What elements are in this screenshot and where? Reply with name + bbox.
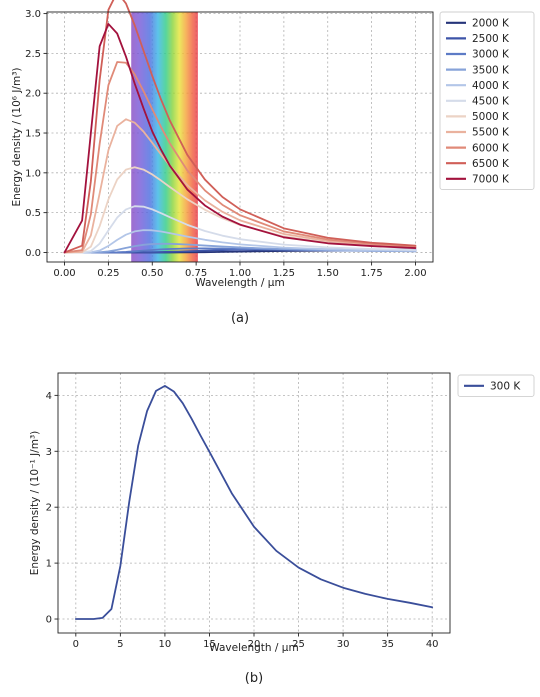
chart-a-series-line-3500k — [63, 242, 417, 254]
chart-b-ytick-label-2: 2 — [46, 503, 52, 514]
chart-a-ytick-label-1: 0.5 — [25, 208, 41, 219]
chart-a-xtick-label-4: 1.00 — [229, 268, 251, 279]
chart-b-xtick-label-8: 40 — [426, 639, 439, 650]
chart-a-ytick-label-6: 3.0 — [25, 9, 41, 20]
chart-a-caption: (a) — [231, 311, 249, 326]
chart-a-xtick-label-8: 2.00 — [404, 268, 426, 279]
chart-b-ytick-label-3: 3 — [46, 447, 52, 458]
chart-b-series-line-300k — [74, 384, 434, 620]
chart-a-legend-frame — [439, 11, 535, 191]
chart-b-y-axis-label: Energy density / (10⁻¹ J/m³) — [29, 431, 41, 576]
chart-b-x-axis-label: Wavelength / μm — [209, 642, 298, 654]
chart-a-legend-label-6: 5000 K — [472, 111, 510, 123]
chart-a-legend-label-3: 3500 K — [472, 64, 510, 76]
chart-a-ytick-label-2: 1.0 — [25, 168, 41, 179]
chart-a-legend-label-7: 5500 K — [472, 127, 510, 139]
chart-a-xtick-label-2: 0.50 — [141, 268, 163, 279]
chart-a-series-line-4500k — [63, 205, 417, 254]
chart-a-y-axis-label: Energy density / (10⁶ J/m³) — [11, 68, 23, 207]
chart-a-xtick-label-5: 1.25 — [273, 268, 295, 279]
chart-a-x-axis-label: Wavelength / μm — [195, 277, 284, 289]
chart-b-legend-label-0: 300 K — [490, 381, 521, 393]
chart-a-ytick-label-3: 1.5 — [25, 129, 41, 140]
chart-a-series-line-4000k — [63, 229, 417, 254]
chart-a-xtick-label-3: 0.75 — [185, 268, 207, 279]
chart-a-legend-label-0: 2000 K — [472, 18, 510, 30]
chart-a-series-line-7000k — [63, 23, 417, 254]
chart-a-ytick-label-0: 0.0 — [25, 248, 41, 259]
chart-b-ticks: 0 5 10 15 20 25 30 35 40 0 1 2 3 4 — [46, 391, 439, 650]
chart-b-xtick-label-0: 0 — [73, 639, 79, 650]
chart-b-series-layer — [74, 384, 434, 620]
chart-a-xtick-label-7: 1.75 — [360, 268, 382, 279]
chart-b-ytick-label-1: 1 — [46, 559, 52, 570]
chart-b-xtick-label-4: 20 — [248, 639, 261, 650]
chart-b-xtick-label-3: 15 — [203, 639, 216, 650]
chart-b-ytick-label-0: 0 — [46, 615, 52, 626]
chart-a-legend: 2000 K 2500 K 3000 K 3500 K 4000 K 4500 K 5000… — [439, 11, 535, 191]
chart-a-series-line-5500k — [63, 118, 417, 254]
chart-a-legend-label-5: 4500 K — [472, 96, 510, 108]
chart-a-xtick-label-6: 1.50 — [317, 268, 339, 279]
chart-a-ytick-label-5: 2.5 — [25, 49, 41, 60]
chart-a: 0.00 0.25 0.50 0.75 1.00 1.25 1.50 1.75 2.00 0.0 0… — [11, 0, 535, 326]
chart-b-xtick-label-6: 30 — [337, 639, 350, 650]
chart-a-ytick-label-4: 2.0 — [25, 89, 41, 100]
chart-b-legend: 300 K — [457, 374, 535, 398]
chart-b-caption: (b) — [245, 671, 263, 686]
chart-a-ticks: 0.00 0.25 0.50 0.75 1.00 1.25 1.50 1.75 2.00 0.0 0… — [25, 9, 426, 279]
chart-a-series-layer — [63, 0, 417, 254]
chart-a-legend-label-10: 7000 K — [472, 174, 510, 186]
chart-a-legend-label-1: 2500 K — [472, 33, 510, 45]
chart-b-grid — [58, 373, 450, 633]
chart-b: 0 5 10 15 20 25 30 35 40 0 1 2 3 4 Wavelength / μm En… — [29, 372, 535, 686]
chart-a-legend-label-4: 4000 K — [472, 80, 510, 92]
chart-b-xtick-label-1: 5 — [117, 639, 123, 650]
chart-a-spectrum-band — [131, 12, 198, 262]
chart-a-xtick-label-1: 0.25 — [97, 268, 119, 279]
chart-a-legend-label-9: 6500 K — [472, 158, 510, 170]
chart-b-xtick-label-7: 35 — [381, 639, 394, 650]
chart-a-legend-label-2: 3000 K — [472, 49, 510, 61]
chart-a-series-line-6500k — [63, 0, 417, 254]
chart-b-legend-frame — [457, 374, 535, 398]
chart-a-legend-label-8: 6000 K — [472, 142, 510, 154]
chart-b-xtick-label-5: 25 — [292, 639, 305, 650]
chart-b-ytick-label-4: 4 — [46, 391, 52, 402]
chart-a-series-line-6000k — [63, 61, 417, 254]
chart-b-xtick-label-2: 10 — [159, 639, 172, 650]
chart-a-xtick-label-0: 0.00 — [53, 268, 75, 279]
